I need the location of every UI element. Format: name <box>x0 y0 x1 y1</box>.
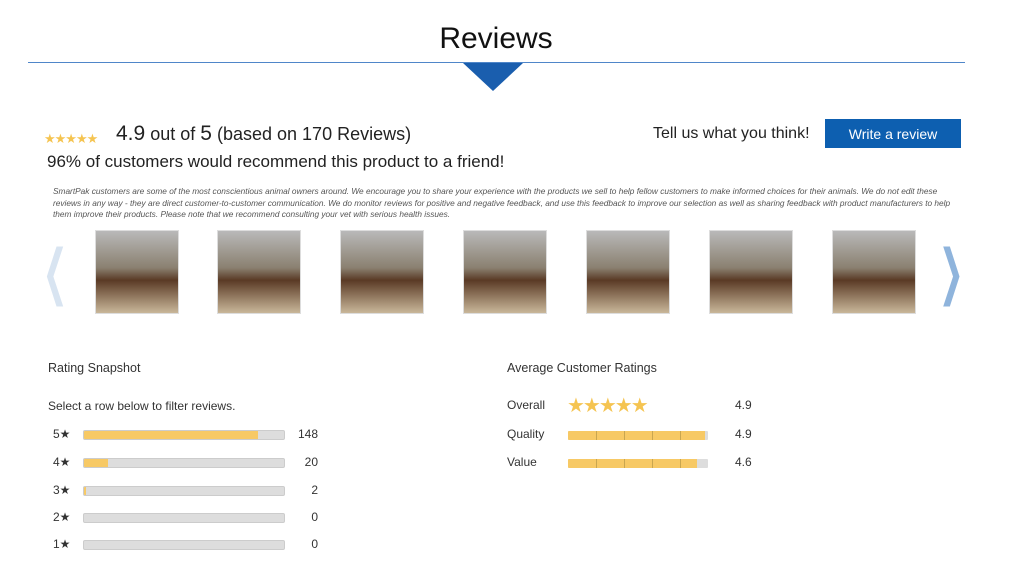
rating-max: 5 <box>200 122 212 145</box>
rating-count: 0 <box>311 537 318 551</box>
rating-count: 2 <box>311 483 318 497</box>
review-photo[interactable] <box>586 230 670 314</box>
divider <box>28 62 965 63</box>
rating-filter-row[interactable]: 5★ 148 <box>48 427 328 443</box>
review-photo[interactable] <box>709 230 793 314</box>
carousel-prev-icon[interactable]: ❮ <box>42 237 68 307</box>
overall-stars-icon: ★★★★★ <box>567 395 649 417</box>
star-label: 4★ <box>53 455 71 469</box>
rating-filter-row[interactable]: 2★ 0 <box>48 510 328 526</box>
star-label: 3★ <box>53 483 71 497</box>
review-count: (based on 170 Reviews) <box>216 124 412 144</box>
rating-bar-fill <box>84 487 87 495</box>
rating-bar <box>83 458 285 468</box>
rating-label: Quality <box>507 427 545 441</box>
average-rating-bar <box>568 431 708 440</box>
review-photo[interactable] <box>95 230 179 314</box>
rating-stars: ★★★★★ <box>44 131 98 146</box>
average-rating-quality: Quality 4.9 <box>507 427 767 443</box>
filter-hint: Select a row below to filter reviews. <box>48 399 236 413</box>
star-label: 2★ <box>53 510 71 524</box>
rating-value: 4.9 <box>116 122 146 145</box>
rating-label: Overall <box>507 398 546 412</box>
rating-bar-fill <box>84 431 259 439</box>
carousel-next-icon[interactable]: ❯ <box>938 237 964 307</box>
page-title: Reviews <box>439 22 553 55</box>
review-photo[interactable] <box>832 230 916 314</box>
average-rating-overall: Overall ★★★★★ 4.9 <box>507 395 767 417</box>
review-photo[interactable] <box>340 230 424 314</box>
rating-filter-row[interactable]: 1★ 0 <box>48 537 328 553</box>
rating-snapshot-title: Rating Snapshot <box>48 361 141 375</box>
rating-count: 148 <box>298 427 319 441</box>
rating-value: 4.9 <box>735 398 752 412</box>
rating-count: 0 <box>311 510 318 524</box>
review-photo[interactable] <box>217 230 301 314</box>
rating-summary: 4.9 out of 5 (based on 170 Reviews) <box>116 122 411 146</box>
review-photo[interactable] <box>463 230 547 314</box>
rating-filter-row[interactable]: 3★ 2 <box>48 483 328 499</box>
recommend-text: 96% of customers would recommend this pr… <box>47 152 504 172</box>
rating-bar-fill <box>84 459 108 467</box>
rating-label: Value <box>507 455 537 469</box>
rating-value: 4.6 <box>735 455 752 469</box>
disclaimer: SmartPak customers are some of the most … <box>53 186 951 219</box>
section-pointer <box>463 63 523 91</box>
average-rating-bar <box>568 459 708 468</box>
average-ratings-title: Average Customer Ratings <box>507 361 657 375</box>
recommend-percent: 96% <box>47 152 82 171</box>
rating-value: 4.9 <box>735 427 752 441</box>
star-label: 5★ <box>53 427 71 441</box>
rating-bar <box>83 430 285 440</box>
average-rating-value: Value 4.6 <box>507 455 767 471</box>
cta-prompt: Tell us what you think! <box>653 125 810 142</box>
rating-filter-row[interactable]: 4★ 20 <box>48 455 328 471</box>
write-review-button[interactable]: Write a review <box>825 119 961 148</box>
out-of-text: out of <box>150 124 196 144</box>
rating-count: 20 <box>304 455 318 469</box>
star-label: 1★ <box>53 537 71 551</box>
recommend-label: of customers would recommend this produc… <box>85 152 505 171</box>
rating-bar <box>83 486 285 496</box>
rating-bar <box>83 540 285 550</box>
rating-bar <box>83 513 285 523</box>
